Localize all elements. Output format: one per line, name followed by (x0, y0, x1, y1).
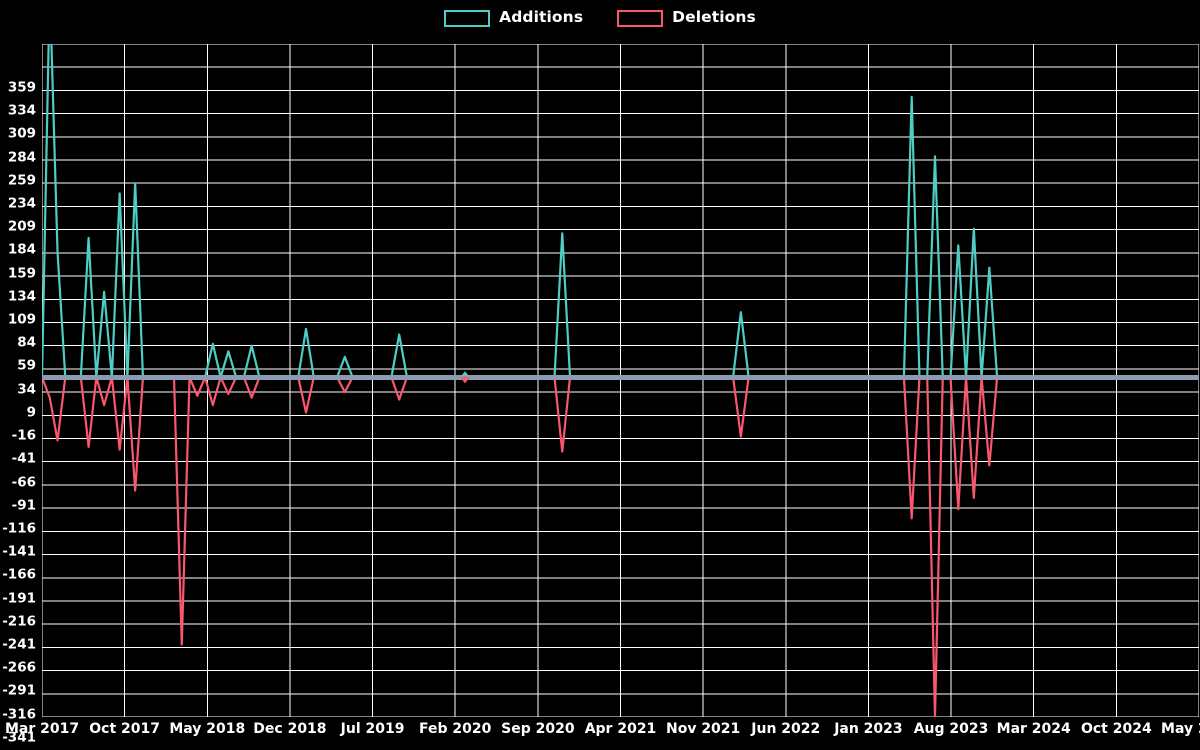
legend-item-additions[interactable]: Additions (444, 8, 584, 27)
y-tick-label: -341 (2, 729, 36, 746)
x-tick-label: Jun 2022 (751, 721, 821, 737)
y-tick-label: 34 (17, 380, 36, 397)
x-tick-label: Jul 2019 (340, 721, 405, 737)
plot-svg (42, 44, 1199, 717)
y-tick-label: -16 (11, 427, 36, 444)
y-tick-label: 284 (7, 148, 36, 165)
x-tick-label: Jan 2023 (834, 721, 903, 737)
y-axis-labels: 359 334 309 284 259 234 209 184 159 134 109 84 59 34 9… (0, 44, 40, 744)
chart-legend: Additions Deletions (0, 0, 1200, 36)
y-tick-label: -316 (2, 705, 36, 722)
x-tick-label: Apr 2021 (584, 721, 657, 737)
x-tick-label: Feb 2020 (419, 721, 492, 737)
y-tick-label: 334 (7, 102, 36, 119)
y-tick-label: 184 (7, 241, 36, 258)
y-tick-label: -66 (11, 473, 36, 490)
zero-point-marker-deletions[interactable] (460, 376, 470, 384)
x-tick-label: May 2025 (1161, 721, 1200, 737)
y-tick-label: 209 (7, 218, 36, 235)
y-tick-label: 109 (7, 311, 36, 328)
legend-swatch-deletions-icon (617, 9, 664, 27)
y-tick-label: -291 (2, 682, 36, 699)
y-tick-label: -216 (2, 613, 36, 629)
y-tick-label: -141 (2, 543, 36, 560)
y-tick-label: -41 (11, 450, 36, 467)
x-tick-label: Sep 2020 (501, 721, 575, 737)
y-tick-label: 359 (7, 79, 36, 96)
y-tick-label: 9 (26, 404, 36, 421)
x-tick-label: Aug 2023 (913, 721, 989, 737)
y-tick-label: -116 (2, 520, 36, 537)
x-axis-labels: Mar 2017 Oct 2017 May 2018 Dec 2018 Jul 2019… (0, 722, 1200, 750)
x-tick-label: May 2018 (169, 721, 246, 737)
legend-swatch-additions-icon (444, 9, 491, 27)
legend-item-deletions[interactable]: Deletions (617, 8, 756, 27)
x-tick-label: Dec 2018 (253, 721, 327, 737)
y-tick-label: -191 (2, 589, 36, 606)
y-tick-label: 309 (7, 125, 36, 142)
y-tick-label: -266 (2, 659, 36, 676)
x-tick-label: Oct 2024 (1080, 721, 1152, 737)
y-tick-label: 259 (7, 172, 36, 189)
zero-point-marker-additions[interactable] (460, 371, 470, 379)
plot-area[interactable] (42, 44, 1199, 717)
y-tick-label: 234 (7, 195, 36, 212)
x-tick-label: Mar 2024 (996, 721, 1071, 737)
x-tick-label: Nov 2021 (665, 721, 741, 737)
y-tick-label: 59 (17, 357, 36, 374)
legend-label-additions: Additions (499, 8, 584, 27)
legend-label-deletions: Deletions (672, 8, 756, 27)
y-tick-label: -91 (11, 496, 36, 513)
y-tick-label: -166 (2, 566, 36, 583)
x-tick-label: Oct 2017 (89, 721, 161, 737)
y-tick-label: 159 (7, 264, 36, 281)
y-tick-label: 84 (17, 334, 36, 351)
y-tick-label: -241 (2, 636, 36, 653)
y-tick-label: 134 (7, 288, 36, 305)
x-tick-label: Mar 2017 (4, 721, 80, 737)
